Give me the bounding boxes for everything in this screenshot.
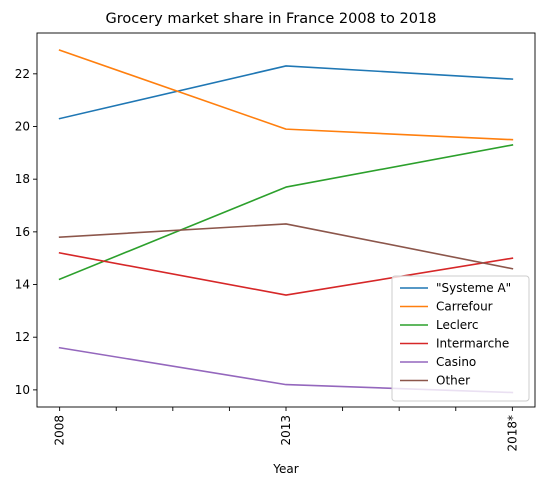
y-tick-label-4: 18 (15, 172, 30, 186)
y-tick-label-5: 20 (15, 120, 30, 134)
y-tick-label-6: 22 (15, 67, 30, 81)
y-tick-label-0: 10 (15, 383, 30, 397)
series-line-5 (58, 223, 514, 270)
legend-label-0: "Systeme A" (436, 281, 511, 295)
series-line-3 (58, 251, 514, 296)
series-line-0 (58, 65, 514, 120)
x-tick-label-1: 2013 (279, 415, 293, 446)
legend-label-3: Intermarche (436, 337, 509, 351)
legend-label-2: Leclerc (436, 318, 478, 332)
x-tick-label-2: 2018* (505, 415, 519, 452)
legend-label-4: Casino (436, 355, 476, 369)
legend-label-5: Other (436, 374, 470, 388)
x-tick-label-0: 2008 (53, 415, 67, 446)
y-tick-label-3: 16 (15, 225, 30, 239)
series-line-2 (58, 144, 514, 281)
y-tick-label-2: 14 (15, 278, 30, 292)
legend: "Systeme A" Carrefour Leclerc Intermarche Ca… (391, 275, 530, 402)
x-axis-label: Year (272, 462, 298, 476)
chart-title: Grocery market share in France 2008 to 2… (106, 11, 437, 27)
y-tick-label-1: 12 (15, 330, 30, 344)
legend-label-1: Carrefour (436, 300, 493, 314)
plot-area: 10 12 14 16 18 20 22 2008 2013 2018* "Systeme A" Ca… (15, 32, 536, 452)
series-line-1 (58, 49, 514, 141)
plot-frame (36, 32, 536, 408)
